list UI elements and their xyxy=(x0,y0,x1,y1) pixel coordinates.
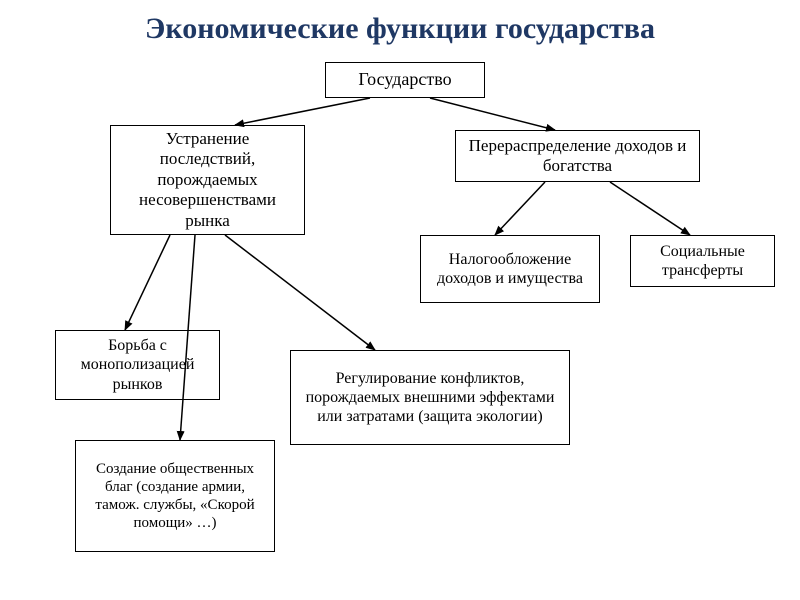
arrow-left-to-conflicts xyxy=(225,235,375,350)
arrow-root-to-right xyxy=(430,98,555,130)
arrow-left-to-monopoly xyxy=(125,235,170,330)
arrow-right-to-transfers xyxy=(610,182,690,235)
node-conflicts: Регулирование конфликтов, порождаемых вн… xyxy=(290,350,570,445)
node-goods: Создание общественных благ (создание арм… xyxy=(75,440,275,552)
diagram-title: Экономические функции государства xyxy=(0,12,800,46)
node-root: Государство xyxy=(325,62,485,98)
node-right: Перераспределение доходов и богатства xyxy=(455,130,700,182)
node-left: Устранение последствий, порождаемых несо… xyxy=(110,125,305,235)
arrow-root-to-left xyxy=(235,98,370,125)
node-monopoly: Борьба с монополизацией рынков xyxy=(55,330,220,400)
arrow-right-to-tax xyxy=(495,182,545,235)
node-transfers: Социальные трансферты xyxy=(630,235,775,287)
node-tax: Налогообложение доходов и имущества xyxy=(420,235,600,303)
